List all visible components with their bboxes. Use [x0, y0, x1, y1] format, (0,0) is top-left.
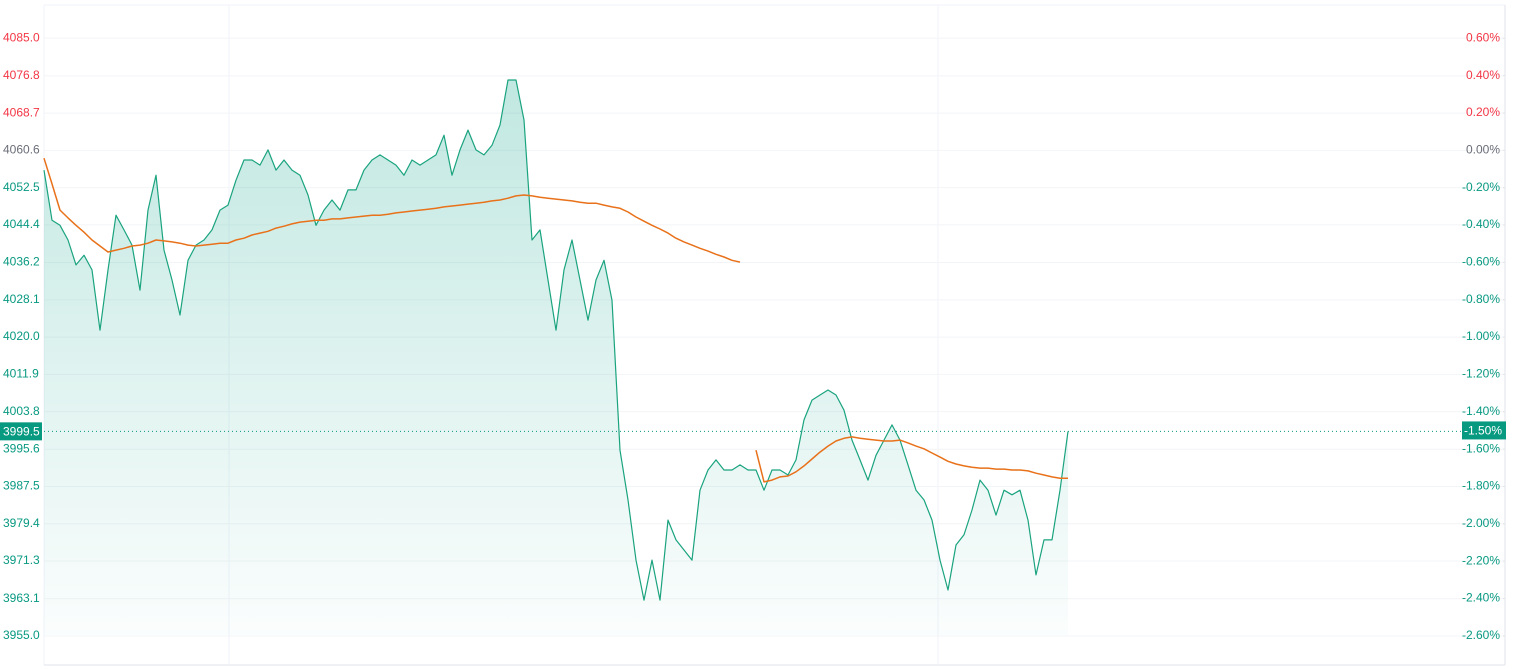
y2-tick-label: -0.80%: [1462, 292, 1500, 306]
y-tick-label: 4068.7: [3, 105, 40, 119]
y2-tick-label: -2.40%: [1462, 591, 1500, 605]
y-tick-label: 4003.8: [3, 404, 40, 418]
y2-tick-label: -0.60%: [1462, 255, 1500, 269]
y-tick-label: 3979.4: [3, 516, 40, 530]
y-tick-label: 4085.0: [3, 30, 40, 44]
y2-tick-label: -0.40%: [1462, 217, 1500, 231]
y2-tick-label: -0.20%: [1462, 180, 1500, 194]
y-tick-label: 3987.5: [3, 479, 40, 493]
average-line: [43, 157, 1068, 483]
price-line: [43, 79, 1069, 601]
y-tick-label: 4060.6: [3, 143, 40, 157]
plot: [43, 79, 1505, 635]
y2-tick-label: 0.00%: [1466, 142, 1500, 156]
y-tick-label: 4028.1: [3, 292, 40, 306]
y-tick-label: 4011.9: [3, 366, 39, 380]
last-change-label: -1.50%: [1464, 424, 1502, 438]
y2-tick-label: 0.20%: [1466, 105, 1500, 119]
y-tick-label: 4020.0: [3, 329, 40, 343]
axes: 4085.0 4076.8 4068.7 4060.6 4052.5 4044.4 4036…: [0, 30, 1506, 642]
y-tick-label: 4052.5: [3, 180, 40, 194]
y-tick-label: 3995.6: [3, 441, 40, 455]
y2-tick-label: -1.40%: [1462, 404, 1500, 418]
y2-tick-label: -1.00%: [1462, 329, 1500, 343]
y-tick-label: 4044.4: [3, 217, 40, 231]
y2-tick-label: -1.20%: [1462, 367, 1500, 381]
y-tick-label: 3963.1: [3, 591, 40, 605]
y-tick-label: 3971.3: [3, 553, 40, 567]
last-price-label: 3999.5: [3, 425, 40, 439]
price-area: [44, 80, 1068, 635]
y2-tick-label: -2.00%: [1462, 516, 1500, 530]
y2-tick-label: -2.60%: [1462, 628, 1500, 642]
y-tick-label: 4076.8: [3, 68, 40, 82]
y2-tick-label: 0.40%: [1466, 68, 1500, 82]
y2-tick-label: -1.60%: [1462, 441, 1500, 455]
y-tick-label: 3955.0: [3, 628, 40, 642]
last-price-box: [0, 422, 42, 441]
y2-tick-label: 0.60%: [1466, 30, 1500, 44]
y2-tick-label: -2.20%: [1462, 553, 1500, 567]
y2-tick-label: -1.80%: [1462, 479, 1500, 493]
last-change-box: [1462, 421, 1506, 440]
y-tick-label: 4036.2: [3, 255, 40, 269]
